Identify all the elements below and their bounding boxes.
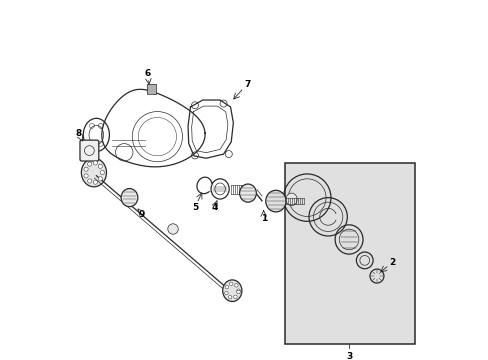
Text: 2: 2 [389,258,395,267]
Circle shape [229,282,232,285]
Circle shape [228,296,231,299]
Text: 5: 5 [191,203,198,212]
Circle shape [224,285,228,289]
FancyBboxPatch shape [80,140,99,161]
Circle shape [98,164,102,168]
Ellipse shape [285,193,297,206]
Bar [284,163,414,344]
Circle shape [93,180,97,184]
Text: 9: 9 [138,210,144,219]
Ellipse shape [121,189,138,207]
Text: 1: 1 [260,214,266,223]
Ellipse shape [167,224,178,234]
Ellipse shape [239,184,256,202]
Circle shape [236,290,240,294]
Ellipse shape [81,158,106,187]
Bar [147,84,155,94]
Circle shape [224,291,228,295]
Circle shape [84,174,88,178]
Ellipse shape [222,280,242,302]
Text: 4: 4 [211,203,218,212]
Circle shape [87,162,92,166]
Text: 3: 3 [345,352,351,360]
Circle shape [84,167,88,171]
Circle shape [87,179,92,183]
Circle shape [233,295,237,298]
Circle shape [98,177,102,181]
Circle shape [234,284,238,287]
Text: 8: 8 [75,129,81,138]
Text: 7: 7 [244,80,250,89]
Circle shape [236,289,240,292]
Circle shape [100,170,104,175]
Ellipse shape [265,190,285,212]
Circle shape [93,161,97,165]
Text: 6: 6 [144,69,150,78]
